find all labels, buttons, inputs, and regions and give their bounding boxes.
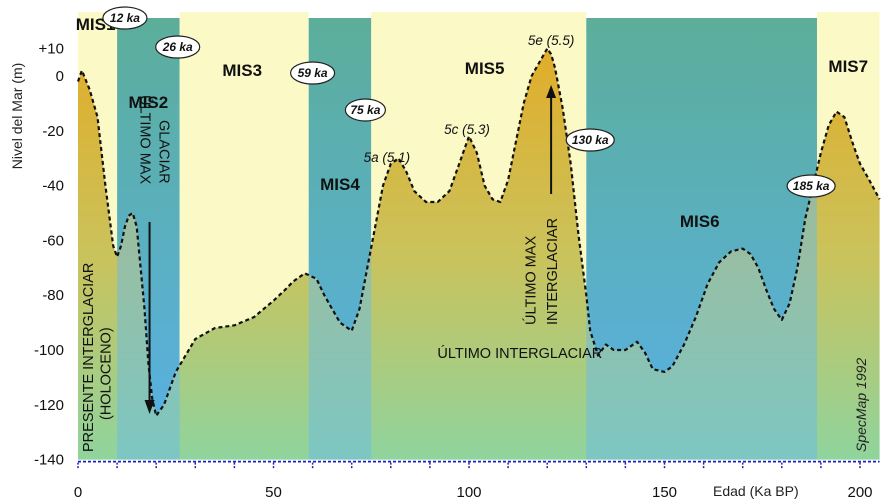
y-tick-label: -60	[42, 232, 64, 249]
age-oval	[290, 61, 336, 85]
y-tick-label: -100	[34, 342, 64, 359]
x-tick-label: 100	[456, 484, 481, 501]
age-label: 59 ka	[298, 66, 328, 80]
y-tick-label: +10	[39, 41, 64, 58]
age-label: 12 ka	[110, 11, 140, 25]
present-annotation-line1: PRESENTE INTERGLACIAR	[81, 263, 97, 452]
lim-annotation-line2: INTERGLACIAR	[545, 218, 561, 325]
y-axis-title: Nivel del Mar (m)	[9, 63, 25, 170]
y-tick-label: -140	[34, 452, 64, 469]
last-interglacial-label: ÚLTIMO INTERGLACIAR	[437, 345, 602, 362]
age-label: 26 ka	[162, 40, 193, 54]
y-tick-label: -80	[42, 287, 64, 304]
lim-arrow-head	[546, 85, 557, 98]
age-label: 185 ka	[793, 179, 830, 193]
lgm-arrow-head	[144, 400, 155, 414]
x-tick-label: 150	[652, 484, 677, 501]
age-oval	[102, 6, 148, 30]
age-label: 130 ka	[572, 133, 609, 147]
age-oval	[786, 174, 836, 198]
y-tick-label: -40	[42, 178, 64, 195]
substage-label: 5c (5.3)	[444, 122, 490, 137]
x-tick-label: 0	[74, 484, 82, 501]
stage-label-mis3: MIS3	[222, 61, 262, 80]
sea-level-curve	[76, 47, 881, 417]
y-tick-label: -120	[34, 397, 64, 414]
axes: 0 50 100 150 200 +10 0 -20 -40 -60 -80 -100 -120 -140	[34, 41, 880, 501]
curve-line	[76, 47, 881, 417]
lgm-annotation-line1: ÚLTIMO MAX	[137, 95, 154, 184]
age-oval	[565, 128, 615, 152]
y-tick-label: -20	[42, 123, 64, 140]
x-axis-title: Edad (Ka BP)	[713, 483, 799, 499]
lgm-annotation-line2: GLACIAR	[155, 120, 171, 184]
stage-label-mis7: MIS7	[828, 57, 868, 76]
credit-label: SpecMap 1992	[853, 358, 869, 452]
y-tick-label: 0	[56, 68, 64, 85]
present-annotation-line2: (HOLOCENO)	[98, 327, 114, 420]
substage-label: 5e (5.5)	[528, 33, 575, 48]
x-tick-label: 200	[847, 484, 872, 501]
lim-annotation-line1: ÚLTIMO MAX	[522, 236, 539, 325]
x-tick-label: 50	[265, 484, 282, 501]
stage-label-mis6: MIS6	[680, 212, 720, 231]
stage-label-mis4: MIS4	[320, 175, 360, 194]
age-oval	[155, 35, 201, 59]
age-label: 75 ka	[350, 103, 380, 117]
age-oval	[344, 98, 386, 122]
substage-label: 5a (5.1)	[364, 150, 411, 165]
stage-label-mis5: MIS5	[465, 59, 505, 78]
stage-label-mis2: MIS2	[129, 93, 169, 112]
